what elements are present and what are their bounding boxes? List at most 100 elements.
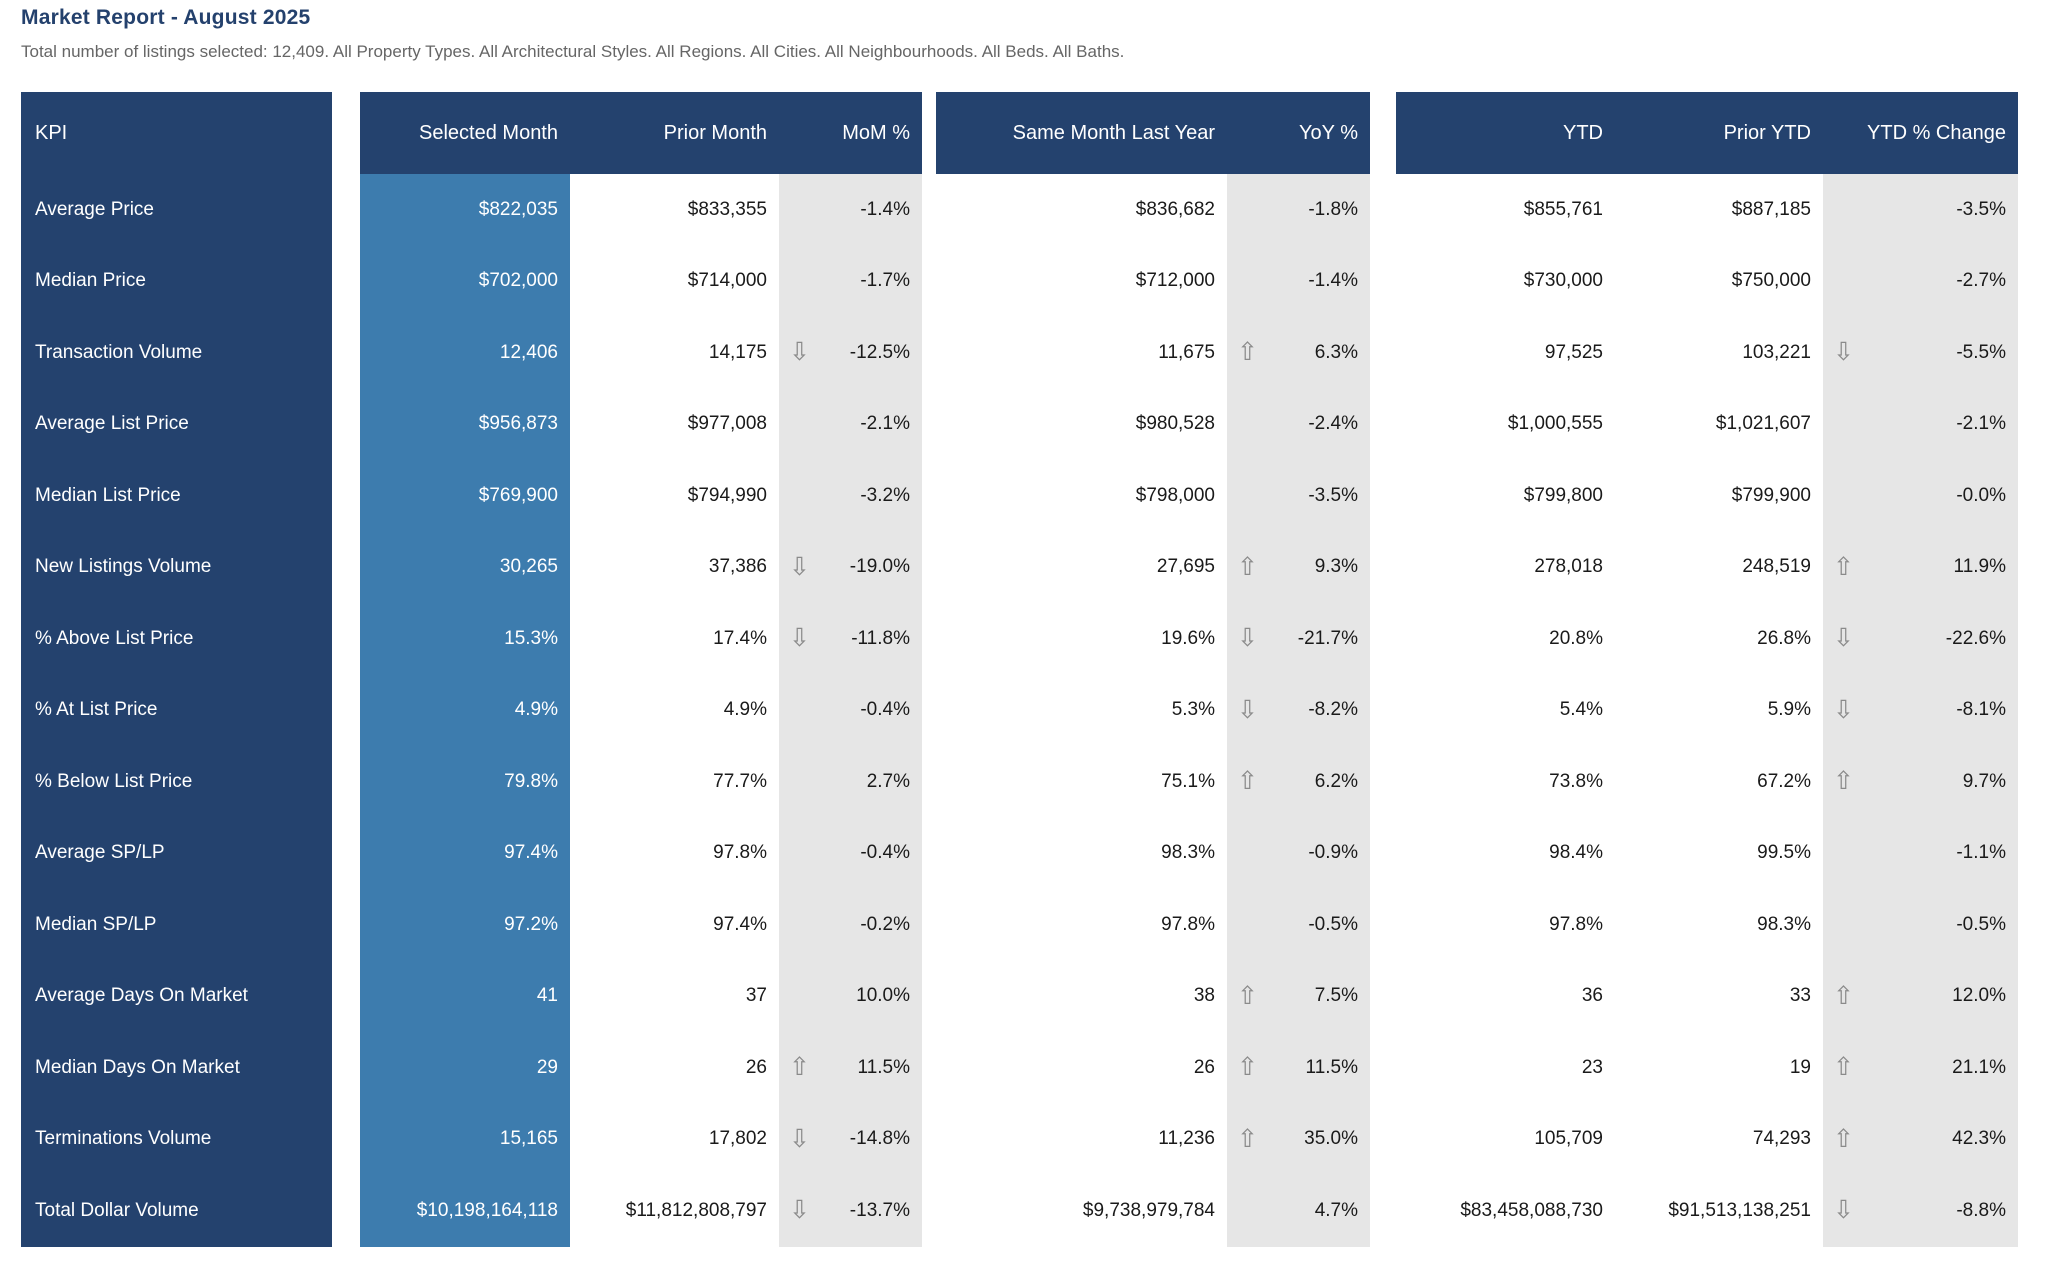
column-gap [1370, 675, 1396, 747]
ytd-value: $855,761 [1523, 198, 1603, 220]
yoy-cell: -3.5% [1227, 460, 1370, 532]
down-arrow-icon: ⇩ [1833, 338, 1854, 367]
kpi-label: % Below List Price [21, 746, 332, 818]
mom-value: -1.7% [860, 270, 910, 292]
down-arrow-icon: ⇩ [789, 338, 810, 367]
same-month-last-year-value: $9,738,979,784 [1082, 1199, 1215, 1221]
ytd-value: 97.8% [1549, 913, 1603, 935]
ytd-change-value: -1.1% [1956, 842, 2006, 864]
selected-month-value: 79.8% [360, 746, 570, 818]
yoy-value: -8.2% [1308, 699, 1358, 721]
selected-month-value: 97.2% [360, 889, 570, 961]
same-month-last-year-value: 75.1% [1161, 770, 1215, 792]
up-arrow-icon: ⇧ [1237, 767, 1258, 796]
mom-cell: ⇩ -12.5% [779, 317, 922, 389]
ytd-value: 278,018 [1534, 556, 1603, 578]
column-gap [332, 92, 360, 174]
column-gap [332, 246, 360, 318]
column-gap [922, 174, 936, 246]
kpi-label: Average SP/LP [21, 817, 332, 889]
yoy-value: 11.5% [1305, 1056, 1358, 1078]
column-gap [1370, 317, 1396, 389]
column-gap [1370, 1175, 1396, 1247]
column-header-ytd: YTD [1396, 92, 1615, 174]
kpi-label: Median Days On Market [21, 1032, 332, 1104]
column-gap [332, 174, 360, 246]
column-gap [922, 460, 936, 532]
yoy-value: 9.3% [1314, 556, 1358, 578]
kpi-label: Median Price [21, 245, 332, 317]
yoy-value: 6.3% [1314, 341, 1358, 363]
kpi-label: Total Dollar Volume [21, 1175, 332, 1247]
ytd-value: $799,800 [1523, 484, 1603, 506]
ytd-change-value: -0.0% [1956, 484, 2006, 506]
down-arrow-icon: ⇩ [789, 552, 810, 581]
yoy-cell: ⇧ 9.3% [1227, 531, 1370, 603]
same-month-last-year-value: $712,000 [1135, 270, 1215, 292]
up-arrow-icon: ⇧ [1237, 981, 1258, 1010]
prior-ytd-value: 74,293 [1752, 1128, 1811, 1150]
up-arrow-icon: ⇧ [1237, 338, 1258, 367]
prior-month-value: 97.8% [713, 842, 767, 864]
mom-value: -19.0% [849, 556, 910, 578]
column-header-yoy: YoY % [1227, 92, 1370, 174]
prior-month-value: 97.4% [713, 913, 767, 935]
same-month-last-year-value: $980,528 [1135, 413, 1215, 435]
down-arrow-icon: ⇩ [789, 1124, 810, 1153]
column-gap [332, 1175, 360, 1247]
mom-cell: ⇩ -19.0% [779, 531, 922, 603]
column-gap [1370, 460, 1396, 532]
mom-value: -0.2% [860, 913, 910, 935]
ytd-value: 98.4% [1549, 842, 1603, 864]
prior-ytd-value: 67.2% [1757, 770, 1811, 792]
kpi-label: % Above List Price [21, 603, 332, 675]
down-arrow-icon: ⇩ [789, 1196, 810, 1225]
prior-month-value: 37 [745, 985, 767, 1007]
column-gap [922, 1175, 936, 1247]
prior-ytd-value: $799,900 [1731, 484, 1811, 506]
ytd-change-value: 21.1% [1952, 1056, 2006, 1078]
same-month-last-year-value: $798,000 [1135, 484, 1215, 506]
column-gap [1370, 746, 1396, 818]
mom-value: 10.0% [856, 985, 910, 1007]
yoy-value: -2.4% [1308, 413, 1358, 435]
column-gap [1370, 532, 1396, 604]
yoy-cell: ⇧ 7.5% [1227, 960, 1370, 1032]
ytd-change-cell: ⇩ -5.5% [1823, 317, 2018, 389]
mom-cell: -0.2% [779, 889, 922, 961]
prior-month-value: $794,990 [687, 484, 767, 506]
column-gap [922, 532, 936, 604]
ytd-value: 5.4% [1559, 699, 1603, 721]
prior-ytd-value: 26.8% [1757, 627, 1811, 649]
yoy-cell: ⇧ 35.0% [1227, 1103, 1370, 1175]
column-header-prior-month: Prior Month [570, 92, 779, 174]
column-gap [922, 818, 936, 890]
prior-ytd-value: 33 [1789, 985, 1811, 1007]
down-arrow-icon: ⇩ [1237, 695, 1258, 724]
mom-value: -1.4% [860, 198, 910, 220]
column-gap [332, 746, 360, 818]
selected-month-value: $10,198,164,118 [360, 1175, 570, 1247]
yoy-cell: ⇧ 6.2% [1227, 746, 1370, 818]
kpi-label: New Listings Volume [21, 531, 332, 603]
up-arrow-icon: ⇧ [1833, 1124, 1854, 1153]
ytd-change-value: 42.3% [1952, 1128, 2006, 1150]
ytd-change-value: -3.5% [1956, 198, 2006, 220]
column-gap [332, 1032, 360, 1104]
kpi-label: Average Price [21, 174, 332, 246]
mom-cell: ⇩ -11.8% [779, 603, 922, 675]
ytd-change-value: -22.6% [1945, 627, 2006, 649]
filter-summary-text: Total number of listings selected: 12,40… [21, 42, 1125, 61]
page-title: Market Report - August 2025 [21, 6, 311, 29]
column-gap [922, 889, 936, 961]
ytd-change-value: 9.7% [1962, 770, 2006, 792]
yoy-cell: -1.8% [1227, 174, 1370, 246]
prior-month-value: 17.4% [713, 627, 767, 649]
column-gap [1370, 889, 1396, 961]
selected-month-value: 97.4% [360, 817, 570, 889]
yoy-cell: -2.4% [1227, 388, 1370, 460]
column-gap [922, 746, 936, 818]
ytd-change-value: -5.5% [1956, 341, 2006, 363]
ytd-change-value: 12.0% [1952, 985, 2006, 1007]
yoy-value: 6.2% [1314, 770, 1358, 792]
